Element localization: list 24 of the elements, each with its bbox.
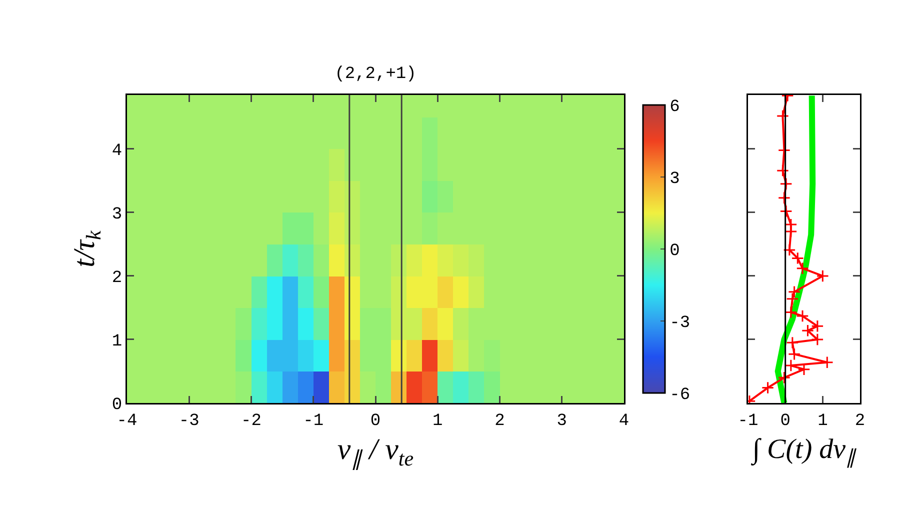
x-tick-label: -1	[738, 412, 758, 431]
y-tick-label: 4	[112, 142, 122, 161]
x-tick-label: 1	[432, 412, 443, 431]
x-axis-title: ∫ C(t) dv$_{∥}$	[750, 434, 857, 469]
x-tick-label: 0	[370, 412, 381, 431]
color-bar-label: 6	[670, 98, 680, 117]
x-tick-label: -3	[178, 412, 200, 431]
x-tick-label: 1	[818, 412, 828, 431]
y-tick-label: 3	[112, 205, 122, 224]
x-tick-label: 2	[854, 412, 866, 431]
color-bar-label: 3	[670, 170, 680, 189]
x-tick-label: 3	[556, 412, 567, 431]
x-tick-label: 2	[494, 412, 505, 431]
x-axis-title: v$_{∥}$ / v$_{te}$	[337, 433, 414, 470]
chart-title: (2,2,+1)	[334, 65, 416, 84]
y-tick-label: 2	[112, 268, 122, 288]
x-tick-label: 0	[780, 412, 790, 431]
x-tick-label: 4	[618, 412, 630, 431]
y-tick-label: 1	[112, 332, 122, 352]
x-tick-label: -1	[303, 412, 324, 431]
x-tick-label: -2	[241, 412, 262, 431]
color-bar-label: -3	[670, 314, 690, 333]
color-bar-label: -6	[670, 386, 690, 405]
color-bar-label: 0	[670, 242, 680, 261]
